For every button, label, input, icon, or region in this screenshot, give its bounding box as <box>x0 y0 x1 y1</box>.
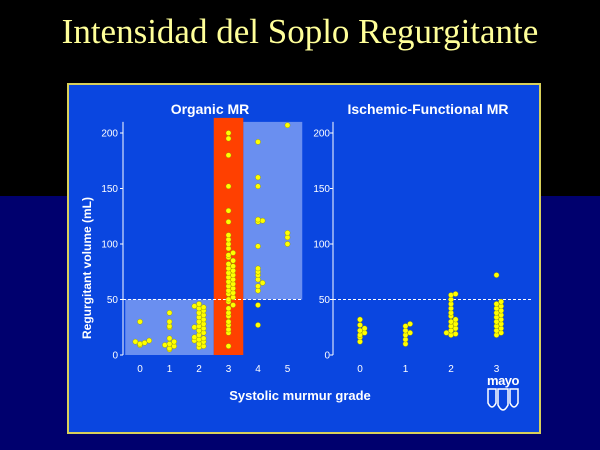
data-point <box>200 304 207 311</box>
chart-title-2: Ischemic-Functional MR <box>347 101 508 117</box>
y-tick-label: 50 <box>319 295 331 306</box>
data-point <box>230 250 236 256</box>
data-point <box>230 263 236 270</box>
data-point <box>162 342 168 348</box>
data-point <box>402 323 409 329</box>
shield-icon <box>487 388 519 411</box>
y-axis-label: Regurgitant volume (mL) <box>80 197 94 339</box>
data-point <box>255 139 261 145</box>
data-point <box>255 302 261 308</box>
data-point <box>230 302 236 308</box>
data-point <box>498 298 504 305</box>
data-point <box>448 318 454 325</box>
data-point <box>191 324 198 331</box>
data-point <box>166 310 173 316</box>
data-point <box>225 218 232 225</box>
data-point <box>452 331 459 337</box>
mayo-logo: mayo <box>484 373 522 417</box>
x-tick-label: 1 <box>403 364 409 375</box>
x-tick-label: 2 <box>196 364 202 375</box>
data-point <box>407 329 413 336</box>
data-point <box>225 252 232 258</box>
data-point <box>166 318 173 325</box>
data-point <box>230 257 236 264</box>
mayo-logo-text: mayo <box>487 373 519 388</box>
y-tick-label: 200 <box>101 129 118 140</box>
data-point <box>132 338 139 345</box>
data-point <box>137 318 143 325</box>
data-point <box>357 322 363 328</box>
y-tick-label: 100 <box>313 240 330 251</box>
data-point <box>225 207 232 214</box>
data-point <box>225 318 232 325</box>
x-tick-label: 2 <box>448 364 454 375</box>
y-tick-label: 0 <box>112 351 118 362</box>
points-layer <box>132 122 504 353</box>
data-point <box>225 183 232 190</box>
data-point <box>259 280 266 286</box>
text-layer: 0 50 100 150 200 0 1 2 3 4 5 Organic MR 0 50 100 150 200… <box>80 101 509 403</box>
data-point <box>146 337 152 344</box>
data-point <box>200 335 207 342</box>
data-point <box>225 135 232 142</box>
data-point <box>452 291 459 297</box>
data-point <box>493 301 500 307</box>
y-tick-label: 0 <box>324 351 330 362</box>
data-point <box>225 343 232 349</box>
data-point <box>407 321 413 327</box>
data-point <box>225 152 232 158</box>
axes-layer <box>120 121 532 356</box>
x-axis-label: Systolic murmur grade <box>229 388 371 403</box>
data-point <box>225 130 232 136</box>
data-point <box>137 341 143 347</box>
data-point <box>452 316 459 323</box>
data-point <box>141 339 148 346</box>
x-tick-label: 1 <box>167 364 173 375</box>
data-point <box>225 261 232 267</box>
x-tick-label: 0 <box>357 364 363 375</box>
data-point <box>361 325 368 332</box>
y-tick-label: 150 <box>313 184 330 195</box>
data-point <box>357 327 363 334</box>
data-point <box>493 272 500 278</box>
x-tick-label: 0 <box>137 364 143 375</box>
highlight-layer <box>125 117 303 356</box>
data-point <box>225 296 232 303</box>
data-point <box>284 122 291 129</box>
y-tick-label: 150 <box>101 184 118 195</box>
data-point <box>255 283 261 289</box>
data-point <box>171 338 177 345</box>
chart-title-1: Organic MR <box>171 101 250 117</box>
data-point <box>448 292 454 298</box>
y-tick-label: 50 <box>107 295 119 306</box>
data-point <box>166 335 173 342</box>
data-point <box>284 241 291 247</box>
data-point <box>255 174 261 181</box>
data-point <box>191 303 198 309</box>
y-tick-label: 100 <box>101 240 118 251</box>
chart-panel <box>67 83 541 434</box>
x-tick-label: 3 <box>226 364 232 375</box>
data-point <box>259 217 266 224</box>
y-tick-label: 200 <box>313 129 330 140</box>
data-point <box>191 334 198 341</box>
data-point <box>225 305 232 312</box>
data-point <box>443 329 450 336</box>
data-point <box>255 322 261 328</box>
data-point <box>255 183 261 190</box>
slide-title: Intensidad del Soplo Regurgitante <box>61 12 539 51</box>
data-point <box>225 232 232 238</box>
data-point <box>166 341 173 347</box>
data-point <box>357 316 363 323</box>
data-point <box>255 265 261 272</box>
organic-high-grade-region <box>243 121 303 300</box>
x-tick-label: 4 <box>255 364 261 375</box>
data-point <box>255 243 261 250</box>
data-point <box>196 301 202 307</box>
x-tick-label: 3 <box>494 364 500 375</box>
x-tick-label: 5 <box>285 364 291 375</box>
data-point <box>284 230 291 236</box>
data-point <box>255 216 261 223</box>
